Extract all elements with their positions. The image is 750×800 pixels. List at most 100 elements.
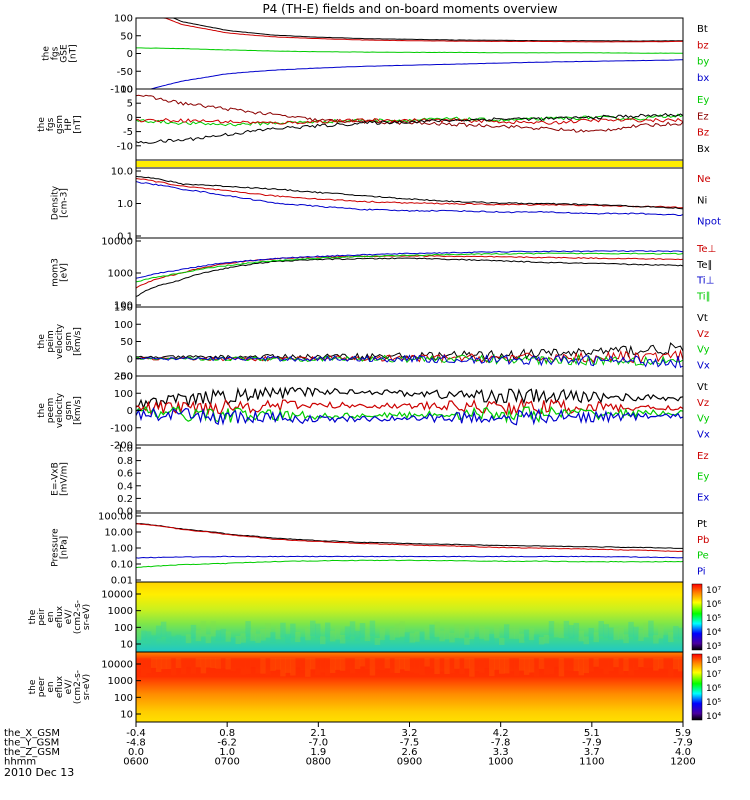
y-axis-label-line: peim [46, 330, 56, 353]
spectrogram-cell [648, 620, 654, 637]
legend-entry: Te∥ [696, 260, 713, 271]
spectrogram-cell [150, 635, 157, 644]
legend-entry: Npot [697, 217, 721, 228]
spectrogram-cell [190, 624, 197, 639]
tick-label: 10.00 [104, 528, 133, 539]
tick-label: 0.1 [117, 232, 133, 243]
series-line-Ti⊥ [135, 250, 684, 279]
spectrogram-cell [508, 625, 515, 639]
spectrogram-cell [344, 626, 351, 640]
spectrogram-cell [200, 658, 207, 674]
y-axis-ticks: 0.0 0.2 0.40.6 0.81.0 [117, 444, 141, 518]
y-axis-label-line: en [46, 611, 56, 622]
tick-label: 10 [120, 640, 133, 651]
spectrogram-cell [255, 658, 261, 674]
legend-entry: Ti∥ [696, 291, 711, 302]
legend-entry: Bx [697, 144, 710, 155]
x-tick-label: 0.8 [219, 728, 235, 739]
spectrogram-cell [419, 658, 425, 676]
spectrogram-cell [558, 624, 565, 639]
tick-label: 0.10 [111, 560, 133, 571]
spectrogram-cell [518, 633, 525, 643]
spectrogram-cell [319, 636, 326, 645]
spectrogram-cell [424, 658, 430, 667]
spectrogram-cell [205, 658, 212, 668]
spectrogram-cell [658, 624, 664, 639]
spectrogram-cell [583, 658, 590, 674]
legend-entry: Ni [697, 195, 707, 206]
figure-title: P4 (TH-E) fields and on-board moments ov… [262, 2, 557, 16]
spectrogram-cell [334, 627, 341, 640]
x-tick-label: 3.7 [584, 747, 600, 758]
spectrogram-cell [464, 637, 470, 645]
x-tick-label: 1.9 [310, 747, 326, 758]
spectrogram-cell [494, 624, 500, 639]
panel-5: the peim velocity gsm [km/s] Vt Vz Vy Vx -50 0 50 10… [37, 303, 710, 383]
panel-0: the fgs GSE [nT] Bt bz by bx -100 -50 0 50 100 [42, 14, 710, 96]
spectrogram-cell [235, 635, 241, 644]
spectrogram-cell [469, 626, 475, 640]
tick-label: 0 [127, 406, 133, 417]
x-tick-label: 0800 [306, 757, 331, 768]
spectrogram-cell [528, 628, 535, 641]
tick-label: 1.00 [111, 544, 133, 555]
series-line-Ti∥ [135, 252, 684, 283]
tick-label: 0 [127, 113, 133, 124]
x-tick-label: 3.2 [402, 728, 418, 739]
tick-label: 10000 [101, 660, 133, 671]
spectrogram-cell [170, 658, 177, 676]
spectrogram-cell [324, 658, 331, 676]
spectrogram-cell [374, 637, 381, 645]
x-tick-label: 5.1 [584, 728, 600, 739]
spectrogram-cell [349, 621, 356, 637]
spectrogram-cell [160, 621, 167, 637]
spectrogram-cell [315, 623, 321, 638]
y-axis-label-line: velocity [55, 392, 65, 428]
legend-entry: Pi [697, 566, 706, 577]
spectrogram-cell [643, 658, 649, 669]
spectrogram-cell [648, 658, 654, 668]
y-axis-label-line: sr-eV) [82, 604, 92, 630]
spectrogram-cell [260, 628, 266, 641]
series-line-Vy [135, 405, 684, 424]
spectrogram-cell [270, 632, 276, 643]
spectrogram-cell [583, 636, 590, 645]
series-line-Ey [135, 113, 684, 127]
spectrogram-cell [230, 658, 236, 672]
spectrogram-cell [175, 658, 182, 669]
spectrogram-cell [384, 658, 391, 669]
tick-label: 0.6 [117, 469, 133, 480]
spectrogram-cell [503, 624, 510, 639]
y-axis-label-line: velocity [55, 323, 65, 359]
tick-label: 0 [127, 49, 133, 60]
spectrogram-cell [668, 632, 674, 643]
spectrogram-cell [558, 658, 565, 677]
y-axis-label-line: the [42, 46, 52, 61]
y-axis-ticks: -100 -50 0 50 100 [110, 14, 141, 96]
series-line-Bt [136, 17, 684, 42]
y-axis-label-line: peer [37, 676, 47, 697]
legend-entry: by [697, 57, 709, 68]
spectrogram-cell [628, 621, 634, 637]
spectrogram-cell [568, 625, 575, 639]
spectrogram-cell [603, 658, 609, 675]
spectrogram [136, 582, 683, 652]
spectrogram-cell [354, 630, 361, 642]
series-line-by [136, 47, 684, 54]
panel-10: the peer en eflux eV/(cm2-s-sr-eV)10⁸10⁷10⁶1… [28, 651, 721, 723]
spectrogram-cell [598, 658, 604, 669]
legend-entry: bx [697, 73, 709, 84]
legend-entry: Vx [697, 429, 710, 440]
y-axis-label-line: [cm-3] [60, 188, 70, 218]
spectrogram-cell [404, 658, 410, 671]
spectrogram-cell [424, 627, 430, 640]
y-axis-label: the peer en eflux eV/(cm2-s-sr-eV) [28, 670, 92, 704]
legend-entry: Ex [697, 492, 709, 503]
tick-label: -200 [110, 441, 133, 452]
legend-entry: bz [697, 40, 709, 51]
spectrogram-cell [215, 630, 222, 642]
spectrogram-cell [200, 620, 207, 637]
series-line-Ez [135, 94, 684, 133]
spectrogram-cell [489, 658, 495, 677]
spectrogram-cell [618, 627, 624, 640]
